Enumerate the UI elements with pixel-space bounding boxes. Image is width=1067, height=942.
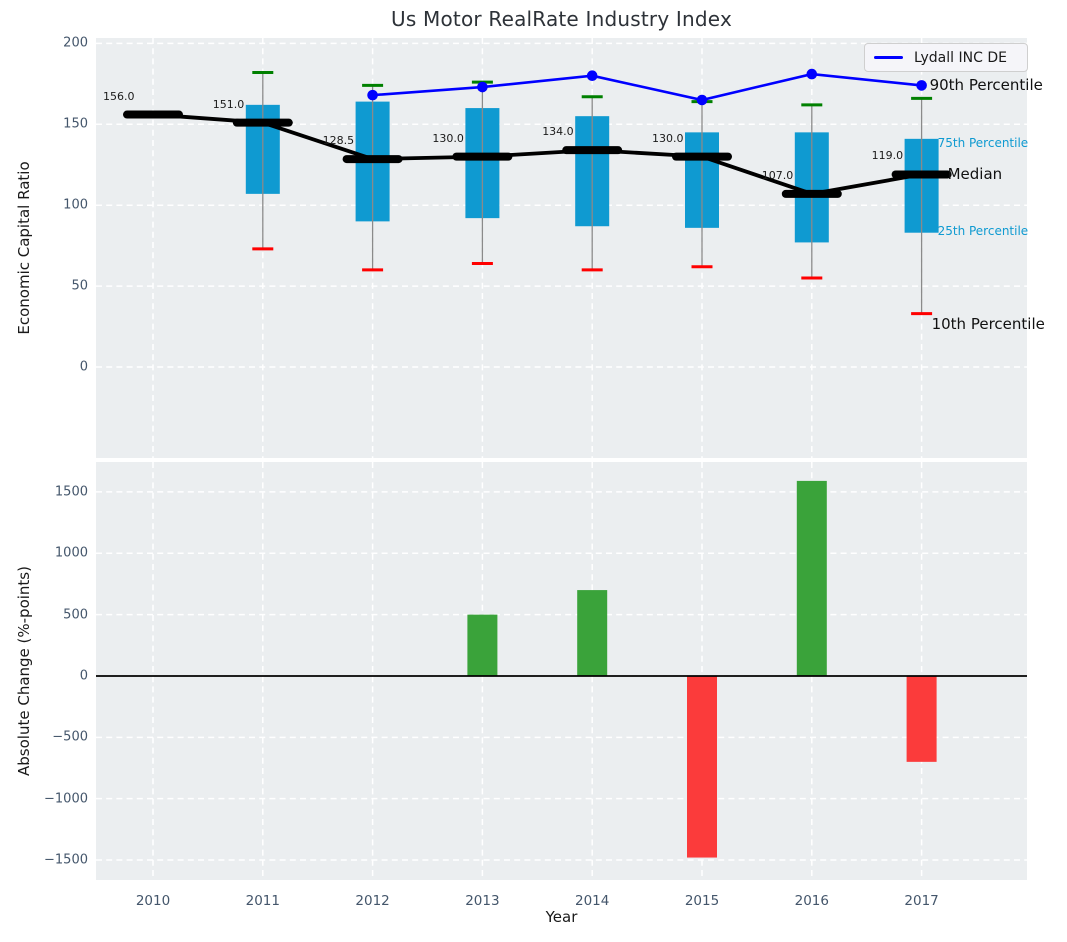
annotation-25th-percentile: 25th Percentile [937, 223, 1029, 238]
y-tick-label-bottom: −1000 [44, 791, 88, 807]
x-tick-label: 2014 [575, 893, 610, 909]
y-tick-label-bottom: 1500 [54, 484, 88, 500]
bar-2016 [796, 480, 827, 676]
x-tick-label: 2013 [465, 893, 500, 909]
chart-title: Us Motor RealRate Industry Index [391, 7, 732, 31]
lydall-point-2017 [916, 80, 927, 91]
y-tick-label-top: 200 [63, 35, 88, 51]
x-tick-label: 2011 [245, 893, 280, 909]
median-value-label: 107.0 [761, 168, 794, 182]
x-tick-label: 2016 [794, 893, 829, 909]
x-tick-label: 2010 [135, 893, 171, 909]
bar-2017 [906, 675, 937, 762]
lydall-line [372, 72, 922, 102]
median-line [152, 112, 922, 196]
y-axis-label-top: Economic Capital Ratio [15, 161, 33, 335]
y-tick-label-top: 150 [63, 116, 88, 132]
median-value-label: 134.0 [542, 125, 574, 139]
median-value-label: 128.5 [322, 134, 355, 148]
x-tick-label: 2017 [904, 893, 939, 909]
bottom-plot-area [96, 462, 1027, 880]
lydall-point-2013 [477, 81, 488, 93]
y-tick-label-top: 50 [71, 278, 88, 294]
legend: Lydall INC DE [864, 43, 1028, 72]
median-value-label: 130.0 [432, 131, 464, 145]
annotation-75th-percentile: 75th Percentile [937, 135, 1029, 150]
lydall-point-2014 [586, 70, 598, 82]
top-plot-area [96, 38, 1027, 458]
x-axis-label: Year [545, 908, 578, 926]
median-value-label: 156.0 [103, 89, 135, 103]
legend-line-sample-icon [874, 56, 903, 59]
y-tick-label-bottom: 1000 [54, 545, 88, 561]
bar-2014 [577, 590, 608, 676]
x-tick-label: 2015 [684, 893, 720, 909]
annotation-90th-percentile: 90th Percentile [929, 76, 1043, 95]
y-tick-label-bottom: −1500 [44, 852, 88, 868]
annotation-10th-percentile: 10th Percentile [931, 314, 1045, 333]
lydall-point-2016 [806, 68, 818, 80]
x-tick-label: 2012 [355, 893, 390, 909]
annotation-median: Median [947, 165, 1003, 184]
y-tick-label-bottom: −500 [52, 729, 88, 745]
y-tick-label-top: 100 [63, 197, 88, 213]
y-tick-label-bottom: 0 [79, 668, 88, 684]
lydall-point-2012 [367, 89, 378, 101]
bar-2013 [467, 614, 498, 676]
lydall-point-2015 [696, 94, 708, 106]
median-value-label: 130.0 [652, 131, 684, 145]
bar-2015 [687, 675, 717, 858]
median-value-label: 119.0 [871, 149, 904, 163]
y-tick-label-bottom: 500 [63, 607, 88, 623]
median-value-label: 151.0 [212, 97, 245, 111]
legend-label: Lydall INC DE [914, 49, 1007, 66]
y-tick-label-top: 0 [79, 359, 88, 375]
